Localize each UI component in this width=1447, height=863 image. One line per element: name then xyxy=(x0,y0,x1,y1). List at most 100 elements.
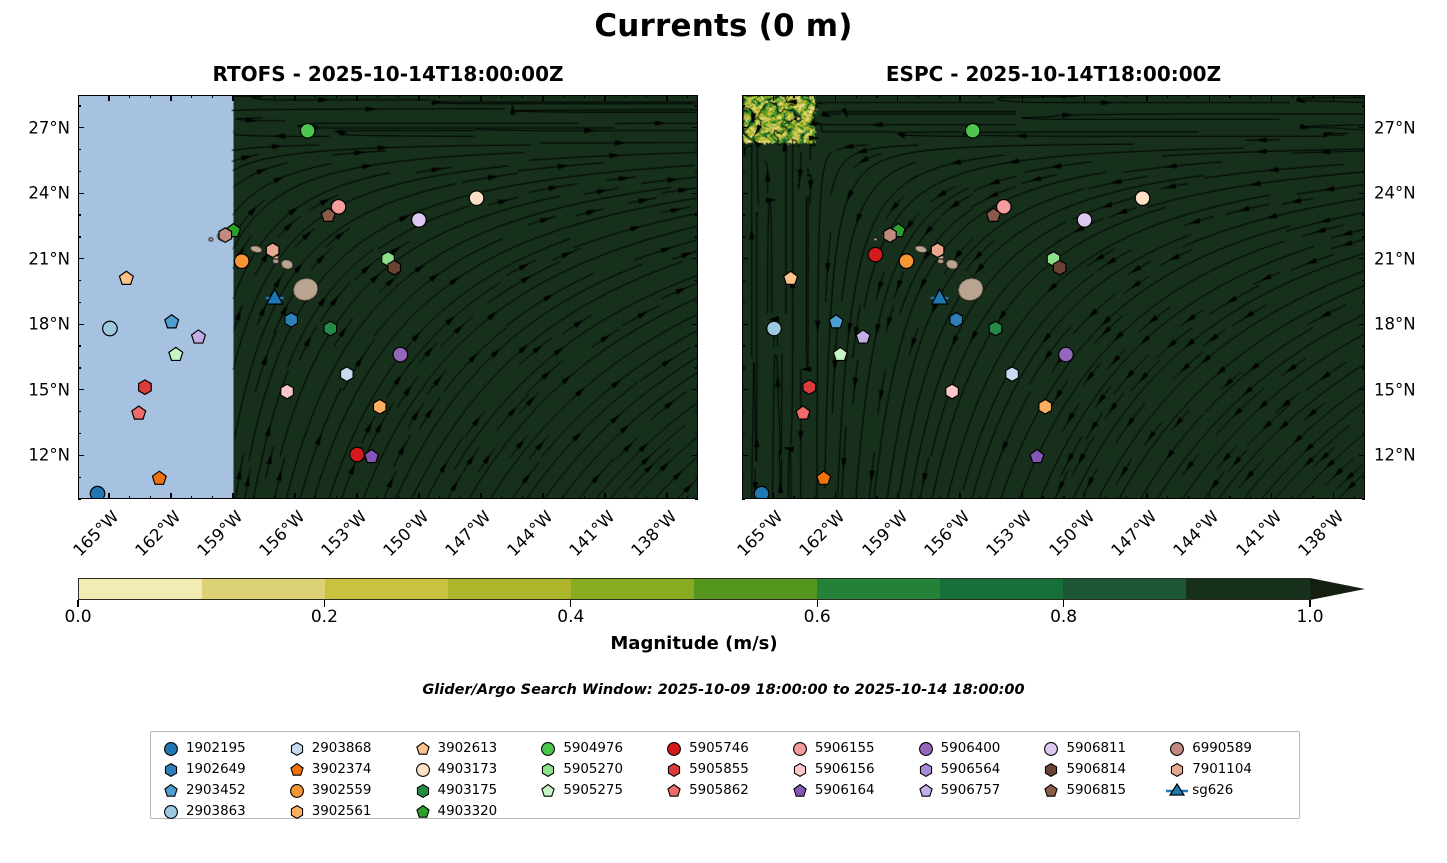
yticklabel-espc-1: 24°N xyxy=(1374,183,1416,203)
platform-marker-3902561[interactable] xyxy=(1038,398,1053,415)
platform-marker-5906811[interactable] xyxy=(1076,211,1093,228)
legend-item-7901104[interactable]: 7901104 xyxy=(1165,759,1291,780)
magnitude-colorbar[interactable] xyxy=(78,578,1365,600)
platform-marker-4903173[interactable] xyxy=(1134,190,1151,206)
platform-marker-5905862[interactable] xyxy=(795,405,811,420)
platform-marker-5906400[interactable] xyxy=(392,346,409,363)
platform-marker-5906156[interactable] xyxy=(280,383,294,400)
colorbar-ticklabel-5: 1.0 xyxy=(1296,607,1324,627)
legend-item-3902613[interactable]: 3902613 xyxy=(411,738,537,759)
platform-marker-1902195[interactable] xyxy=(753,485,770,498)
platform-marker-5906814[interactable] xyxy=(387,259,402,276)
legend-item-5906156[interactable]: 5906156 xyxy=(788,759,914,780)
platform-marker-4903175[interactable] xyxy=(988,320,1003,337)
platform-marker-5905746[interactable] xyxy=(867,246,884,263)
platform-marker-5906757[interactable] xyxy=(190,329,207,344)
platform-marker-1902195[interactable] xyxy=(89,485,106,498)
platform-marker-3902613[interactable] xyxy=(782,270,799,285)
legend-item-5905275[interactable]: 5905275 xyxy=(536,780,662,801)
platform-marker-3902559[interactable] xyxy=(233,253,250,270)
platform-marker-7901104[interactable] xyxy=(265,242,280,259)
platform-marker-4903173[interactable] xyxy=(468,190,485,206)
platform-marker-2903868[interactable] xyxy=(339,366,354,383)
platform-marker-5905275[interactable] xyxy=(832,346,848,362)
legend-item-5905855[interactable]: 5905855 xyxy=(662,759,788,780)
legend-item-5905862[interactable]: 5905862 xyxy=(662,780,788,801)
legend-item-5906815[interactable]: 5906815 xyxy=(1039,780,1165,801)
platform-marker-3902561[interactable] xyxy=(372,398,387,415)
rtofs-map-panel[interactable] xyxy=(78,95,698,499)
xtick-espc-4 xyxy=(1021,95,1023,101)
legend-item-6990589[interactable]: 6990589 xyxy=(1165,738,1291,759)
xticklabel-espc-5: 150°W xyxy=(1044,507,1099,561)
legend-label: 5906400 xyxy=(940,741,1001,756)
platform-marker-5906155[interactable] xyxy=(330,198,347,215)
legend-item-4903175[interactable]: 4903175 xyxy=(411,780,537,801)
platform-marker-5904976[interactable] xyxy=(299,122,316,139)
legend-item-5906814[interactable]: 5906814 xyxy=(1039,759,1165,780)
ytick-minor-rtofs-20 xyxy=(78,279,82,282)
legend-item-3902559[interactable]: 3902559 xyxy=(285,780,411,801)
platform-marker-5904976[interactable] xyxy=(964,122,981,139)
platform-marker-2903863[interactable] xyxy=(766,320,782,337)
legend-item-5906164[interactable]: 5906164 xyxy=(788,780,914,801)
legend-item-2903868[interactable]: 2903868 xyxy=(285,738,411,759)
espc-map-panel[interactable] xyxy=(742,95,1365,499)
platform-marker-2903863[interactable] xyxy=(102,320,118,337)
platform-marker-5906815[interactable] xyxy=(320,207,336,222)
platform-marker-2903452[interactable] xyxy=(828,313,844,329)
platform-marker-5905855[interactable] xyxy=(138,379,152,396)
platform-marker-sg626[interactable] xyxy=(930,287,949,305)
platform-marker-5905746[interactable] xyxy=(349,446,365,463)
platform-marker-5905275[interactable] xyxy=(168,346,184,362)
platform-marker-3902613[interactable] xyxy=(118,270,135,285)
legend-item-2903863[interactable]: 2903863 xyxy=(159,801,285,822)
legend-item-5905746[interactable]: 5905746 xyxy=(662,738,788,759)
legend-item-2903452[interactable]: 2903452 xyxy=(159,780,285,801)
legend-item-5904976[interactable]: 5904976 xyxy=(536,738,662,759)
platform-marker-3902374[interactable] xyxy=(151,470,167,485)
legend-item-3902561[interactable]: 3902561 xyxy=(285,801,411,822)
yticklabel-espc-0: 27°N xyxy=(1374,118,1416,138)
platform-marker-6990589[interactable] xyxy=(218,227,233,244)
legend-item-1902195[interactable]: 1902195 xyxy=(159,738,285,759)
legend-item-5906155[interactable]: 5906155 xyxy=(788,738,914,759)
platform-marker-5906400[interactable] xyxy=(1058,346,1074,363)
platform-marker-5906815[interactable] xyxy=(985,207,1002,222)
ytick-minor-rtofs-13 xyxy=(694,432,698,435)
platform-marker-5906156[interactable] xyxy=(945,383,959,400)
legend-item-1902649[interactable]: 1902649 xyxy=(159,759,285,780)
platform-marker-6990589[interactable] xyxy=(883,227,897,244)
platform-marker-4903175[interactable] xyxy=(323,320,338,337)
platform-marker-5906811[interactable] xyxy=(411,211,427,228)
legend-item-3902374[interactable]: 3902374 xyxy=(285,759,411,780)
platform-marker-5906814[interactable] xyxy=(1052,259,1067,276)
legend-item-5906564[interactable]: 5906564 xyxy=(914,759,1040,780)
platform-marker-5906164[interactable] xyxy=(363,448,380,464)
legend-item-5906811[interactable]: 5906811 xyxy=(1039,738,1165,759)
yticklabel-rtofs-5: 12°N xyxy=(28,445,70,465)
legend-item-sg626[interactable]: sg626 xyxy=(1165,780,1291,801)
ytick-minor-espc-20 xyxy=(1361,279,1365,282)
legend-item-5905270[interactable]: 5905270 xyxy=(536,759,662,780)
xtick-espc-7 xyxy=(1208,95,1210,101)
xtick-minor-espc-4-2 xyxy=(1063,95,1065,99)
platform-marker-2903868[interactable] xyxy=(1005,366,1020,383)
platform-marker-3902559[interactable] xyxy=(898,253,915,270)
legend-item-5906757[interactable]: 5906757 xyxy=(914,780,1040,801)
legend-item-4903173[interactable]: 4903173 xyxy=(411,759,537,780)
platform-marker-5906155[interactable] xyxy=(995,198,1012,215)
platform-marker-5906164[interactable] xyxy=(1029,448,1045,464)
platform-marker-sg626[interactable] xyxy=(265,287,284,305)
legend-item-4903320[interactable]: 4903320 xyxy=(411,801,537,822)
platform-legend[interactable]: 1902195 2903868 3902613 5904976 5905746 59061… xyxy=(150,731,1300,819)
platform-marker-2903452[interactable] xyxy=(164,313,180,329)
platform-marker-1902649[interactable] xyxy=(284,311,299,328)
platform-marker-7901104[interactable] xyxy=(930,242,945,259)
platform-marker-5906757[interactable] xyxy=(855,329,871,344)
legend-item-5906400[interactable]: 5906400 xyxy=(914,738,1040,759)
platform-marker-3902374[interactable] xyxy=(816,470,832,485)
platform-marker-5905855[interactable] xyxy=(802,379,817,396)
platform-marker-1902649[interactable] xyxy=(949,311,964,328)
platform-marker-5905862[interactable] xyxy=(131,405,147,420)
